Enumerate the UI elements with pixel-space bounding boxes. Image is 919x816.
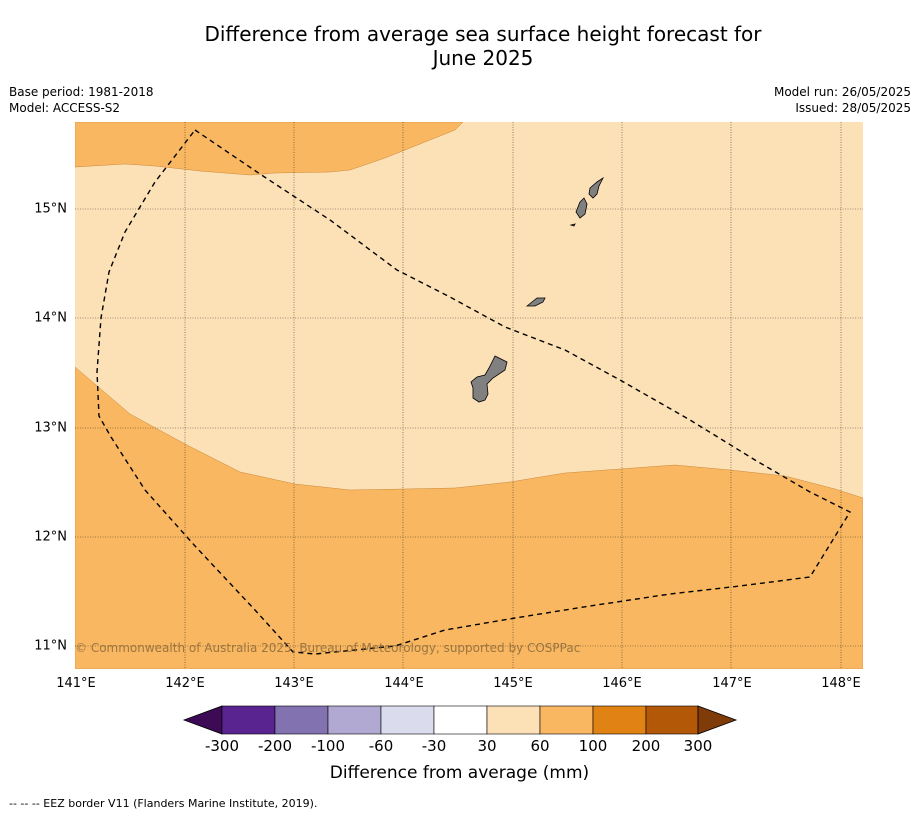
issued-text: Issued: 28/05/2025 bbox=[795, 101, 911, 115]
colorbar-extend-high bbox=[697, 705, 738, 735]
colorbar-tick-label: 60 bbox=[530, 737, 550, 755]
lon-label-147e: 147°E bbox=[712, 676, 752, 691]
band-60-100-north bbox=[75, 122, 464, 176]
lat-label-14n: 14°N bbox=[34, 310, 67, 326]
lat-label-11n: 11°N bbox=[34, 638, 67, 654]
map-title: Difference from average sea surface heig… bbox=[0, 22, 919, 70]
copyright-text: © Commonwealth of Australia 2025, Bureau… bbox=[75, 641, 581, 655]
lat-label-15n: 15°N bbox=[34, 201, 67, 217]
colorbar-segment-6 bbox=[486, 705, 541, 735]
island-aguijan bbox=[569, 223, 576, 227]
island-saipan bbox=[588, 176, 605, 199]
lon-label-145e: 145°E bbox=[493, 676, 533, 691]
colorbar-segment-3 bbox=[327, 705, 382, 735]
graticule bbox=[75, 122, 863, 669]
model-run-text: Model run: 26/05/2025 bbox=[773, 85, 911, 99]
colorbar-segment-4 bbox=[380, 705, 435, 735]
lon-label-141e: 141°E bbox=[56, 676, 96, 691]
colorbar-segment-5 bbox=[433, 705, 488, 735]
colorbar-tick-label: 30 bbox=[477, 737, 497, 755]
colorbar-tick-label: 200 bbox=[631, 737, 661, 755]
title-line-2: June 2025 bbox=[432, 46, 534, 70]
lon-label-148e: 148°E bbox=[821, 676, 861, 691]
colorbar-segment-7 bbox=[539, 705, 594, 735]
colorbar-segment-1 bbox=[221, 705, 276, 735]
map-panel: © Commonwealth of Australia 2025, Bureau… bbox=[75, 122, 863, 669]
meta-right: Model run: 26/05/2025 Issued: 28/05/2025 bbox=[774, 84, 911, 116]
model-text: Model: ACCESS-S2 bbox=[9, 101, 121, 115]
colorbar-tick-label: -30 bbox=[421, 737, 447, 755]
colorbar-segment-9 bbox=[645, 705, 699, 735]
lon-label-144e: 144°E bbox=[384, 676, 424, 691]
lon-label-143e: 143°E bbox=[274, 676, 314, 691]
eez-footnote: -- -- -- EEZ border V11 (Flanders Marine… bbox=[9, 797, 318, 810]
colorbar-tick-label: -300 bbox=[204, 737, 240, 755]
island-rota bbox=[525, 297, 546, 307]
island-tinian bbox=[575, 197, 588, 219]
island-guam bbox=[470, 355, 508, 403]
lon-label-146e: 146°E bbox=[602, 676, 642, 691]
eez-border bbox=[96, 129, 851, 655]
colorbar-tick-label: 300 bbox=[683, 737, 713, 755]
band-60-100-south bbox=[75, 366, 863, 669]
meta-left: Base period: 1981-2018 Model: ACCESS-S2 bbox=[9, 84, 154, 116]
title-line-1: Difference from average sea surface heig… bbox=[204, 22, 762, 46]
colorbar-tick-label: -60 bbox=[368, 737, 394, 755]
colorbar-label: Difference from average (mm) bbox=[329, 763, 590, 783]
map-canvas bbox=[75, 122, 863, 669]
colorbar-extend-low bbox=[182, 705, 223, 735]
colorbar-segment-8 bbox=[592, 705, 647, 735]
colorbar-tick-label: -200 bbox=[257, 737, 293, 755]
lat-label-13n: 13°N bbox=[34, 420, 67, 436]
lat-label-12n: 12°N bbox=[34, 529, 67, 545]
colorbar-tick-label: 100 bbox=[578, 737, 608, 755]
lon-label-142e: 142°E bbox=[165, 676, 205, 691]
colorbar-tick-label: -100 bbox=[310, 737, 346, 755]
base-period-text: Base period: 1981-2018 bbox=[9, 85, 154, 99]
colorbar-segment-2 bbox=[274, 705, 329, 735]
land-masses bbox=[470, 176, 605, 403]
